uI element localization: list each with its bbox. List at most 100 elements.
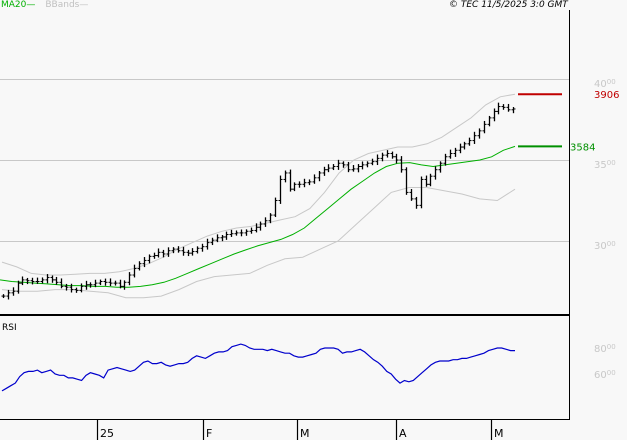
ohlc-bar bbox=[263, 217, 268, 227]
ohlc-bar bbox=[419, 176, 424, 209]
legend-ma20: MA20— bbox=[1, 0, 36, 10]
ohlc-bar bbox=[35, 277, 40, 284]
ohlc-bar bbox=[380, 152, 385, 162]
ohlc-bar bbox=[428, 173, 433, 187]
time-tick-label: M bbox=[300, 427, 310, 440]
ohlc-bar bbox=[487, 115, 492, 127]
ohlc-bar bbox=[40, 277, 45, 284]
ohlc-bar bbox=[302, 178, 307, 188]
rsi-line bbox=[1, 343, 515, 392]
rsi-tick-label: 6000 bbox=[594, 369, 616, 381]
ohlc-bar bbox=[93, 279, 98, 288]
ohlc-bar bbox=[118, 279, 123, 289]
ohlc-bar bbox=[297, 181, 302, 188]
ohlc-bar bbox=[98, 279, 103, 286]
ohlc-bar bbox=[356, 164, 361, 173]
ohlc-bar bbox=[137, 261, 142, 271]
ohlc-bar bbox=[458, 143, 463, 154]
ohlc-bar bbox=[351, 165, 356, 172]
rsi-axis: 8000 6000 bbox=[594, 343, 616, 381]
ohlc-bar bbox=[322, 166, 327, 176]
ohlc-bar bbox=[448, 149, 453, 159]
ohlc-bar bbox=[360, 161, 365, 170]
ohlc-bar bbox=[195, 246, 200, 254]
ohlc-bar bbox=[234, 230, 239, 236]
ohlc-bar bbox=[365, 161, 370, 168]
ohlc-bar bbox=[317, 171, 322, 182]
ohlc-bar bbox=[25, 277, 30, 285]
ohlc-bar bbox=[30, 277, 35, 285]
rsi-title: RSI bbox=[2, 323, 17, 333]
ohlc-bar bbox=[147, 254, 152, 264]
ohlc-bar bbox=[103, 278, 108, 286]
ohlc-bar bbox=[122, 280, 127, 290]
ohlc-bar bbox=[74, 287, 79, 293]
ohlc-bar bbox=[511, 107, 516, 114]
ohlc-bar bbox=[501, 104, 506, 110]
ohlc-bar bbox=[229, 229, 234, 237]
ohlc-bar bbox=[409, 188, 414, 201]
support-label: 3584 bbox=[570, 142, 595, 153]
ohlc-bar bbox=[152, 252, 157, 259]
price-bars bbox=[1, 102, 516, 300]
ohlc-bar bbox=[244, 229, 249, 236]
bband-lower-line bbox=[1, 187, 516, 299]
ohlc-bar bbox=[404, 167, 409, 195]
ohlc-bar bbox=[88, 282, 93, 288]
ohlc-bar bbox=[132, 264, 137, 278]
ohlc-bar bbox=[166, 247, 171, 257]
bband-upper-line bbox=[1, 93, 516, 276]
ohlc-bar bbox=[278, 175, 283, 204]
ohlc-bar bbox=[336, 159, 341, 170]
ohlc-bar bbox=[113, 280, 118, 286]
ohlc-bar bbox=[220, 235, 225, 242]
price-tick-label: 3500 bbox=[594, 159, 616, 171]
rsi-tick-label: 8000 bbox=[594, 343, 616, 355]
ohlc-bar bbox=[249, 227, 254, 234]
ohlc-bar bbox=[215, 234, 220, 243]
copyright-timestamp: © TEC 11/5/2025 3:0 GMT bbox=[449, 0, 568, 10]
ohlc-bar bbox=[506, 103, 511, 112]
time-tick-label: A bbox=[399, 427, 407, 440]
time-tick-label: 25 bbox=[100, 427, 114, 440]
ohlc-bar bbox=[258, 221, 263, 231]
price-tick-label: 4000 bbox=[594, 78, 616, 90]
ohlc-bar bbox=[375, 154, 380, 166]
price-axis: 4000 3500 3000 bbox=[594, 78, 616, 252]
time-tick-label: F bbox=[206, 427, 212, 440]
ohlc-bar bbox=[472, 131, 477, 144]
ohlc-bar bbox=[79, 283, 84, 293]
ohlc-bar bbox=[181, 246, 186, 256]
ohlc-bar bbox=[462, 141, 467, 150]
ohlc-bar bbox=[6, 289, 11, 300]
ohlc-bar bbox=[1, 294, 6, 299]
legend-bbands: BBands— bbox=[45, 0, 89, 10]
ma20-line bbox=[0, 145, 516, 288]
time-tick-label: M bbox=[494, 427, 504, 440]
ohlc-bar bbox=[200, 243, 205, 252]
ohlc-bar bbox=[467, 137, 472, 146]
ohlc-bar bbox=[370, 158, 375, 166]
ohlc-bar bbox=[268, 213, 273, 224]
ohlc-bar bbox=[127, 272, 132, 286]
ohlc-bar bbox=[307, 179, 312, 186]
ohlc-bar bbox=[390, 151, 395, 159]
chart-legend: MA20— BBands— bbox=[1, 0, 88, 11]
ohlc-bar bbox=[171, 247, 176, 254]
price-tick-label: 3000 bbox=[594, 240, 616, 252]
ohlc-bar bbox=[496, 102, 501, 115]
grid-lines bbox=[0, 79, 569, 242]
ohlc-bar bbox=[414, 196, 419, 209]
ohlc-bar bbox=[399, 156, 404, 173]
time-axis: 25 F M A M bbox=[96, 419, 504, 440]
ohlc-bar bbox=[54, 276, 59, 285]
ohlc-bar bbox=[205, 238, 210, 250]
ohlc-bar bbox=[142, 257, 147, 268]
ohlc-bar bbox=[385, 150, 390, 158]
ohlc-bar bbox=[326, 164, 331, 173]
ohlc-bar bbox=[45, 274, 50, 284]
ohlc-bar bbox=[84, 280, 89, 290]
ohlc-bar bbox=[453, 147, 458, 157]
ohlc-bar bbox=[424, 175, 429, 187]
